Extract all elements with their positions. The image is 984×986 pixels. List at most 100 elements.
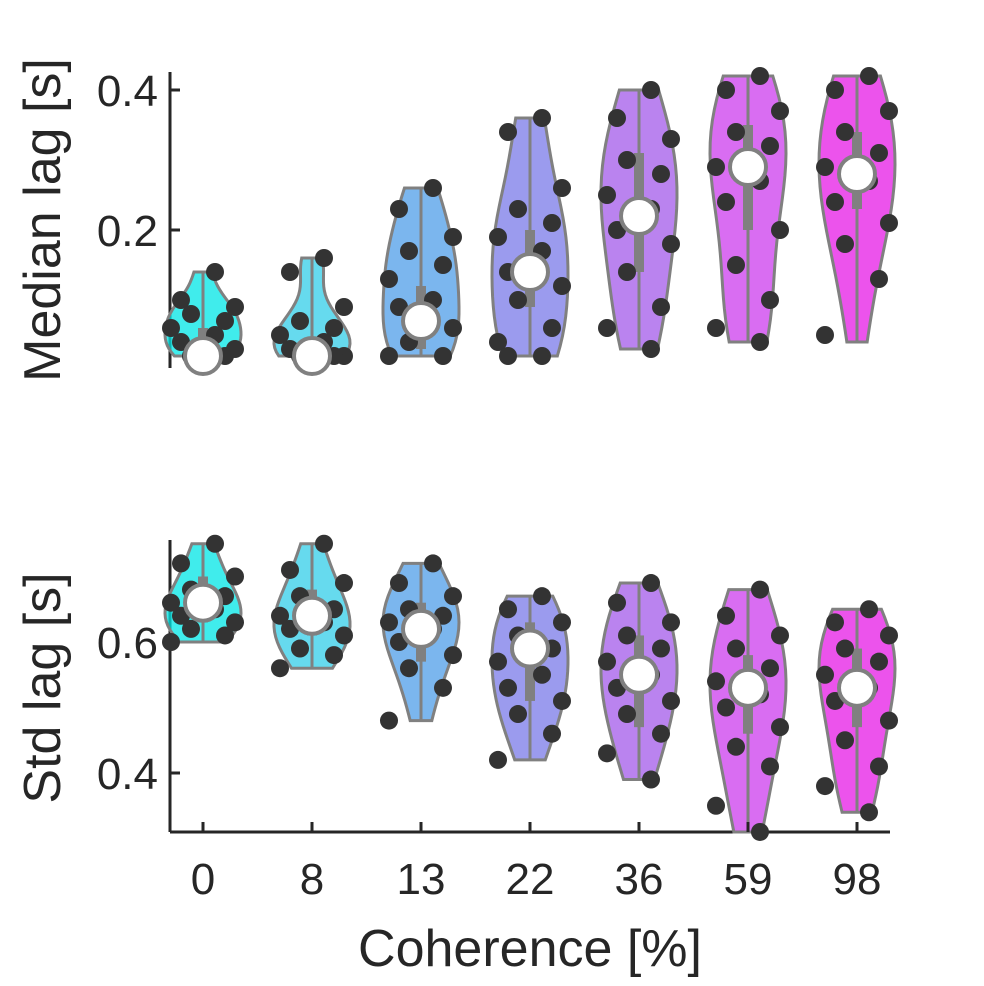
data-point — [553, 613, 571, 631]
data-point — [761, 291, 779, 309]
violin-13 — [380, 179, 462, 365]
data-point — [707, 672, 725, 690]
data-point — [499, 600, 517, 618]
data-point — [880, 214, 898, 232]
y-axis-label: Median lag [s] — [14, 58, 72, 382]
data-point — [727, 123, 745, 141]
data-point — [836, 731, 854, 749]
data-point — [325, 646, 343, 664]
data-point — [489, 228, 507, 246]
data-point — [642, 81, 660, 99]
data-point — [816, 158, 834, 176]
data-point — [509, 291, 527, 309]
y-tick-label: 0.6 — [97, 619, 158, 668]
data-point — [707, 158, 725, 176]
data-point — [533, 109, 551, 127]
violin-36 — [598, 574, 680, 789]
data-point — [771, 718, 789, 736]
data-point — [618, 263, 636, 281]
data-point — [751, 333, 769, 351]
data-point — [717, 193, 735, 211]
data-point — [335, 574, 353, 592]
median-marker — [621, 657, 657, 693]
data-point — [751, 823, 769, 841]
data-point — [727, 640, 745, 658]
data-point — [390, 574, 408, 592]
data-point — [816, 777, 834, 795]
data-point — [761, 137, 779, 155]
data-point — [707, 319, 725, 337]
data-point — [771, 102, 789, 120]
data-point — [315, 535, 333, 553]
median-marker — [294, 598, 330, 634]
data-point — [860, 67, 878, 85]
data-point — [870, 144, 888, 162]
data-point — [652, 298, 670, 316]
data-point — [533, 666, 551, 684]
data-point — [717, 699, 735, 717]
data-point — [291, 312, 309, 330]
violin-22 — [489, 109, 571, 365]
data-point — [206, 535, 224, 553]
data-point — [727, 738, 745, 756]
top-panel: 0.2 0.4 Median lag [s] — [14, 58, 898, 382]
data-point — [652, 725, 670, 743]
data-point — [499, 123, 517, 141]
data-point — [271, 659, 289, 677]
violin-36 — [598, 81, 680, 358]
median-marker — [512, 254, 548, 290]
data-point — [182, 305, 200, 323]
data-point — [618, 151, 636, 169]
data-point — [434, 679, 452, 697]
data-point — [662, 130, 680, 148]
data-point — [870, 270, 888, 288]
data-point — [434, 256, 452, 274]
median-marker — [512, 631, 548, 667]
data-point — [816, 666, 834, 684]
data-point — [870, 653, 888, 671]
data-point — [444, 646, 462, 664]
data-point — [870, 757, 888, 775]
violin-59 — [707, 581, 789, 841]
data-point — [543, 319, 561, 337]
y-tick-label: 0.2 — [97, 207, 158, 256]
median-marker — [294, 338, 330, 374]
data-point — [652, 640, 670, 658]
data-point — [553, 277, 571, 295]
data-point — [751, 67, 769, 85]
violin-8 — [271, 535, 353, 677]
violin-0 — [162, 535, 244, 651]
data-point — [652, 165, 670, 183]
data-point — [771, 626, 789, 644]
data-point — [880, 102, 898, 120]
data-point — [216, 626, 234, 644]
data-point — [380, 270, 398, 288]
data-point — [662, 235, 680, 253]
data-point — [162, 633, 180, 651]
median-marker — [621, 198, 657, 234]
data-point — [826, 81, 844, 99]
data-point — [717, 607, 735, 625]
violin-8 — [271, 249, 353, 374]
data-point — [642, 771, 660, 789]
data-point — [281, 263, 299, 281]
data-point — [662, 613, 680, 631]
x-tick-label: 8 — [300, 855, 324, 904]
data-point — [826, 613, 844, 631]
data-point — [543, 214, 561, 232]
data-point — [206, 263, 224, 281]
data-point — [380, 712, 398, 730]
data-point — [836, 123, 854, 141]
data-point — [816, 326, 834, 344]
violin-59 — [707, 67, 789, 351]
data-point — [618, 626, 636, 644]
data-point — [860, 600, 878, 618]
data-point — [608, 109, 626, 127]
data-point — [335, 626, 353, 644]
x-tick-label: 22 — [506, 855, 555, 904]
median-marker — [839, 670, 875, 706]
x-tick-label: 0 — [191, 855, 215, 904]
data-point — [380, 347, 398, 365]
data-point — [489, 751, 507, 769]
